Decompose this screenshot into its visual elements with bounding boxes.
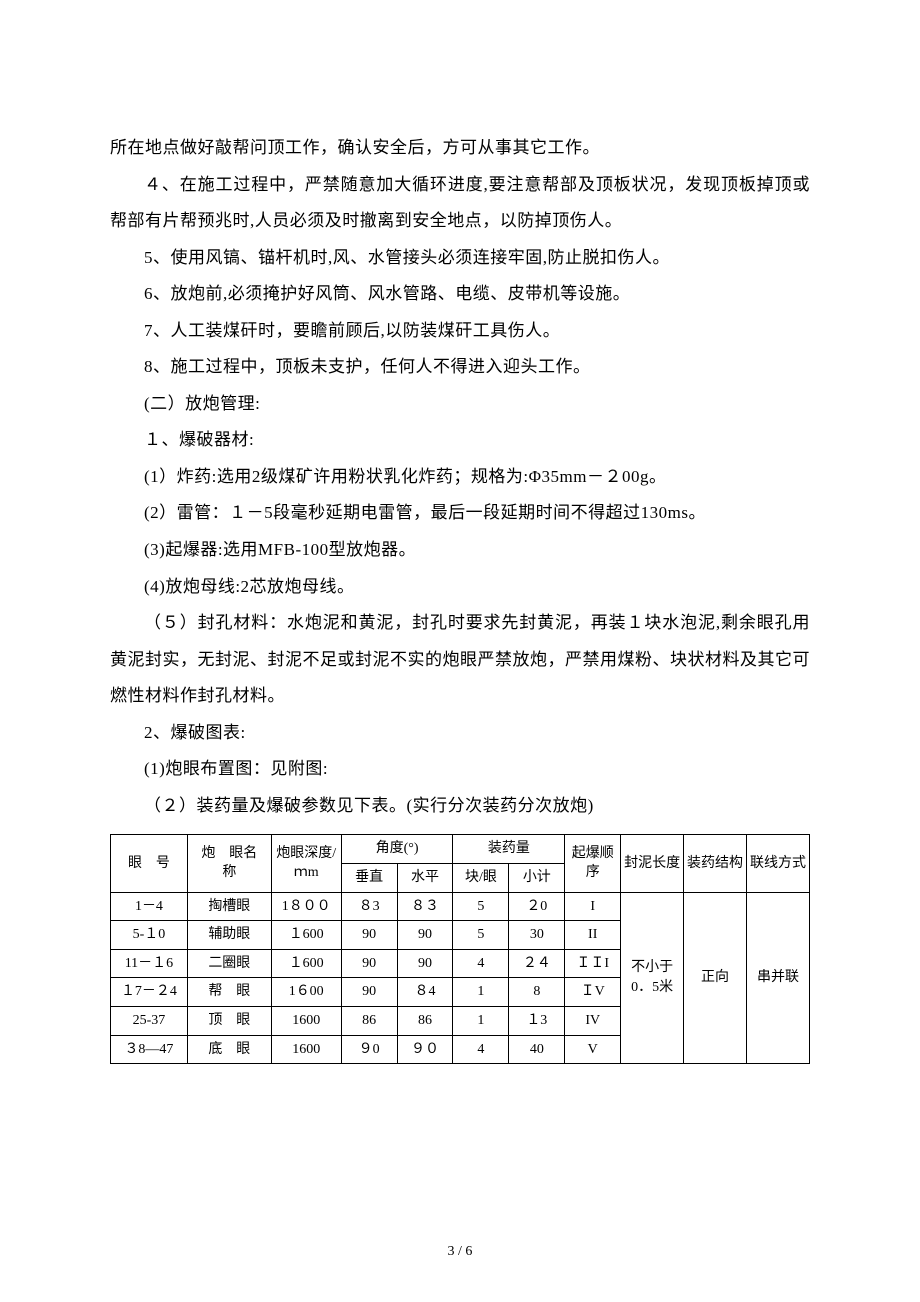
cell-horiz: ９０ <box>397 1035 453 1064</box>
th-order: 起爆顺序 <box>565 835 621 892</box>
th-angle: 角度(°) <box>341 835 453 864</box>
cell-num: 5-１0 <box>111 921 188 950</box>
cell-horiz: 90 <box>397 921 453 950</box>
cell-name: 辅助眼 <box>187 921 271 950</box>
cell-sub: １3 <box>509 1006 565 1035</box>
cell-vert: 86 <box>341 1006 397 1035</box>
cell-order: II <box>565 921 621 950</box>
th-seal: 封泥长度 <box>621 835 684 892</box>
cell-per: 4 <box>453 1035 509 1064</box>
th-charge: 装药量 <box>453 835 565 864</box>
cell-name: 掏槽眼 <box>187 892 271 921</box>
cell-order: IV <box>565 1006 621 1035</box>
paragraph: 6、放炮前,必须掩护好风筒、风水管路、电缆、皮带机等设施。 <box>110 276 810 313</box>
paragraph: 7、人工装煤矸时，要瞻前顾后,以防装煤矸工具伤人。 <box>110 313 810 350</box>
page: 所在地点做好敲帮问顶工作，确认安全后，方可从事其它工作。 ４、在施工过程中，严禁… <box>0 0 920 1302</box>
cell-per: 1 <box>453 978 509 1007</box>
cell-order: I <box>565 892 621 921</box>
cell-vert: 90 <box>341 949 397 978</box>
th-sub: 小计 <box>509 863 565 892</box>
paragraph: 2、爆破图表: <box>110 715 810 752</box>
paragraph: (二）放炮管理: <box>110 386 810 423</box>
cell-num: 11－１6 <box>111 949 188 978</box>
paragraph: (2）雷管：１－5段毫秒延期电雷管，最后一段延期时间不得超过130ms。 <box>110 495 810 532</box>
cell-depth: 1６00 <box>271 978 341 1007</box>
cell-horiz: 86 <box>397 1006 453 1035</box>
paragraph: (1)炮眼布置图：见附图: <box>110 751 810 788</box>
cell-num: １7－２4 <box>111 978 188 1007</box>
th-vert: 垂直 <box>341 863 397 892</box>
paragraph: 5、使用风镐、锚杆机时,风、水管接头必须连接牢固,防止脱扣伤人。 <box>110 240 810 277</box>
paragraph: 所在地点做好敲帮问顶工作，确认安全后，方可从事其它工作。 <box>110 130 810 167</box>
th-struct: 装药结构 <box>684 835 747 892</box>
cell-name: 二圈眼 <box>187 949 271 978</box>
table-header-row: 眼 号 炮 眼名 称 炮眼深度/ｍm 角度(°) 装药量 起爆顺序 封泥长度 装… <box>111 835 810 864</box>
cell-per: 5 <box>453 921 509 950</box>
cell-name: 底 眼 <box>187 1035 271 1064</box>
table-body: 1－4 掏槽眼 1８００ ８3 ８３ 5 ２0 I 不小于0．5米 正向 串并联… <box>111 892 810 1064</box>
th-depth: 炮眼深度/ｍm <box>271 835 341 892</box>
cell-horiz: ８３ <box>397 892 453 921</box>
paragraph: (4)放炮母线:2芯放炮母线。 <box>110 569 810 606</box>
paragraph: 8、施工过程中，顶板未支护，任何人不得进入迎头工作。 <box>110 349 810 386</box>
cell-depth: １600 <box>271 949 341 978</box>
cell-num: 1－4 <box>111 892 188 921</box>
cell-horiz: 90 <box>397 949 453 978</box>
cell-horiz: ８4 <box>397 978 453 1007</box>
paragraph: （２）装药量及爆破参数见下表。(实行分次装药分次放炮) <box>110 788 810 825</box>
cell-sub: 30 <box>509 921 565 950</box>
cell-wire: 串并联 <box>746 892 809 1064</box>
cell-per: 5 <box>453 892 509 921</box>
th-name: 炮 眼名 称 <box>187 835 271 892</box>
cell-name: 帮 眼 <box>187 978 271 1007</box>
cell-per: 4 <box>453 949 509 978</box>
paragraph: ４、在施工过程中，严禁随意加大循环进度,要注意帮部及顶板状况，发现顶板掉顶或帮部… <box>110 167 810 240</box>
cell-struct: 正向 <box>684 892 747 1064</box>
cell-per: 1 <box>453 1006 509 1035</box>
cell-depth: 1600 <box>271 1006 341 1035</box>
paragraph: (1）炸药:选用2级煤矿许用粉状乳化炸药；规格为:Φ35mm－２00g。 <box>110 459 810 496</box>
table-row: 1－4 掏槽眼 1８００ ８3 ８３ 5 ２0 I 不小于0．5米 正向 串并联 <box>111 892 810 921</box>
paragraph: １、爆破器材: <box>110 422 810 459</box>
paragraph: (3)起爆器:选用MFB-100型放炮器。 <box>110 532 810 569</box>
th-per: 块/眼 <box>453 863 509 892</box>
cell-depth: 1８００ <box>271 892 341 921</box>
cell-seal: 不小于0．5米 <box>621 892 684 1064</box>
cell-depth: １600 <box>271 921 341 950</box>
cell-vert: 90 <box>341 921 397 950</box>
cell-order: V <box>565 1035 621 1064</box>
blasting-params-table: 眼 号 炮 眼名 称 炮眼深度/ｍm 角度(°) 装药量 起爆顺序 封泥长度 装… <box>110 834 810 1064</box>
paragraph: （５）封孔材料：水炮泥和黄泥，封孔时要求先封黄泥，再装１块水泡泥,剩余眼孔用黄泥… <box>110 605 810 715</box>
cell-vert: ８3 <box>341 892 397 921</box>
th-wire: 联线方式 <box>746 835 809 892</box>
cell-num: ３8—47 <box>111 1035 188 1064</box>
cell-sub: 40 <box>509 1035 565 1064</box>
cell-order: ＩV <box>565 978 621 1007</box>
th-horiz: 水平 <box>397 863 453 892</box>
cell-sub: 8 <box>509 978 565 1007</box>
cell-depth: 1600 <box>271 1035 341 1064</box>
page-number: 3 / 6 <box>0 1244 920 1260</box>
cell-num: 25-37 <box>111 1006 188 1035</box>
th-num: 眼 号 <box>111 835 188 892</box>
cell-sub: ２４ <box>509 949 565 978</box>
cell-vert: ９0 <box>341 1035 397 1064</box>
cell-sub: ２0 <box>509 892 565 921</box>
cell-order: ＩＩI <box>565 949 621 978</box>
cell-name: 顶 眼 <box>187 1006 271 1035</box>
cell-vert: 90 <box>341 978 397 1007</box>
